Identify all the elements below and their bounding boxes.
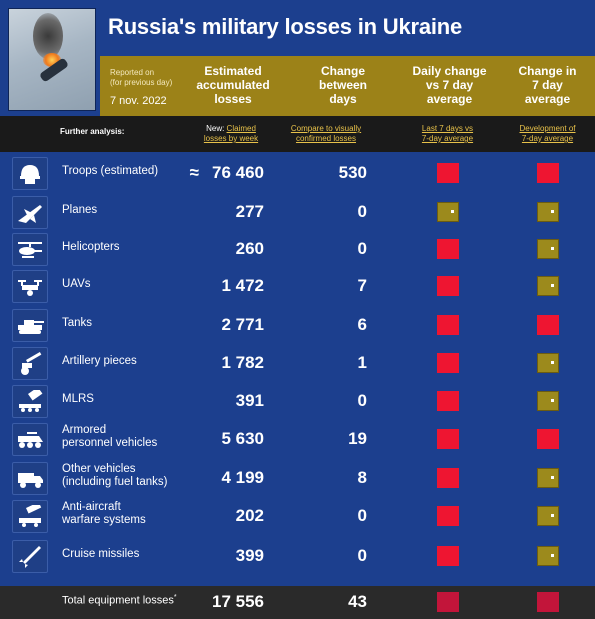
subheader-bar	[0, 116, 595, 152]
row-change: 6	[357, 315, 367, 334]
column-header-bar	[100, 56, 595, 116]
avg-change-indicator	[537, 202, 559, 222]
row-value: 76 460	[212, 163, 264, 182]
reported-on: Reported on (for previous day) 7 nov. 20…	[110, 68, 173, 107]
truck-icon	[12, 462, 48, 495]
row-change: 7	[357, 276, 367, 295]
row-label: Tanks	[62, 317, 93, 329]
total-row	[0, 586, 595, 619]
total-value: 17 556	[212, 592, 264, 611]
avg-change-indicator	[537, 468, 559, 488]
table-row: MLRS 391 0	[0, 382, 595, 419]
table-row: Cruise missiles 399 0	[0, 537, 595, 574]
page-title: Russia's military losses in Ukraine	[108, 14, 463, 39]
development-link[interactable]: Development of 7-day average	[519, 124, 576, 143]
total-avg-indicator	[537, 592, 559, 612]
total-change: 43	[348, 592, 367, 611]
row-label: Troops (estimated)	[62, 165, 159, 177]
table-row: Armored personnel vehicles 5 630 19	[0, 420, 595, 457]
row-change: 19	[348, 429, 367, 448]
avg-change-indicator	[537, 163, 559, 183]
table-row: Planes 277 0	[0, 193, 595, 230]
daily-change-indicator	[437, 546, 459, 566]
antiaircraft-icon	[12, 500, 48, 533]
row-label: Helicopters	[62, 241, 120, 253]
table-row: Helicopters 260 0	[0, 230, 595, 267]
row-label: Other vehicles (including fuel tanks)	[62, 463, 168, 488]
row-value: 4 199	[221, 468, 264, 487]
header-photo	[8, 8, 96, 111]
total-daily-indicator	[437, 592, 459, 612]
col-change: Change between days	[318, 64, 367, 106]
artillery-icon	[12, 347, 48, 380]
daily-change-indicator	[437, 353, 459, 373]
row-change: 530	[338, 163, 367, 182]
col-daily: Daily change vs 7 day average	[412, 64, 487, 106]
row-label: UAVs	[62, 278, 91, 290]
missile-icon	[12, 540, 48, 573]
helmet-icon	[12, 157, 48, 190]
row-label: Cruise missiles	[62, 548, 140, 560]
avg-change-indicator	[537, 239, 559, 259]
avg-change-indicator	[537, 506, 559, 526]
report-date: 7 nov. 2022	[110, 95, 167, 107]
plane-icon	[12, 196, 48, 229]
table-row: Artillery pieces 1 782 1	[0, 344, 595, 381]
row-label: MLRS	[62, 393, 94, 405]
row-value: 202	[235, 506, 264, 525]
avg-change-indicator	[537, 353, 559, 373]
avg-change-indicator	[537, 429, 559, 449]
row-change: 0	[357, 546, 367, 565]
approx-symbol: ≈	[189, 163, 199, 182]
last7-link[interactable]: Last 7 days vs 7-day average	[421, 124, 474, 143]
row-value: 260	[235, 239, 264, 258]
row-label: Armored personnel vehicles	[62, 424, 158, 449]
daily-change-indicator	[437, 468, 459, 488]
col-avg: Change in 7 day average	[518, 64, 577, 106]
row-label: Artillery pieces	[62, 355, 137, 367]
tank-icon	[12, 309, 48, 342]
table-row: Other vehicles (including fuel tanks) 4 19…	[0, 459, 595, 496]
row-change: 0	[357, 202, 367, 221]
claimed-losses-link[interactable]: New: Claimed losses by week	[203, 124, 259, 143]
apc-icon	[12, 423, 48, 456]
daily-change-indicator	[437, 163, 459, 183]
row-value: 277	[235, 202, 264, 221]
avg-change-indicator	[537, 391, 559, 411]
row-value: 1 472	[221, 276, 264, 295]
row-change: 8	[357, 468, 367, 487]
total-label: Total equipment losses*	[62, 594, 177, 607]
row-value: 399	[235, 546, 264, 565]
avg-change-indicator	[537, 276, 559, 296]
avg-change-indicator	[537, 315, 559, 335]
row-label: Planes	[62, 204, 98, 216]
mlrs-icon	[12, 385, 48, 418]
row-value: 391	[235, 391, 264, 410]
avg-change-indicator	[537, 546, 559, 566]
col-accumulated: Estimated accumulated losses	[196, 64, 270, 106]
daily-change-indicator	[437, 391, 459, 411]
row-label: Anti-aircraft warfare systems	[62, 501, 146, 526]
row-change: 0	[357, 391, 367, 410]
table-row: Anti-aircraft warfare systems 202 0	[0, 497, 595, 534]
row-value: 5 630	[221, 429, 264, 448]
daily-change-indicator	[437, 239, 459, 259]
compare-link[interactable]: Compare to visually confirmed losses	[290, 124, 362, 143]
drone-icon	[12, 270, 48, 303]
row-change: 0	[357, 506, 367, 525]
row-change: 0	[357, 239, 367, 258]
table-row: Tanks 2 771 6	[0, 306, 595, 343]
table-row: UAVs 1 472 7	[0, 267, 595, 304]
daily-change-indicator	[437, 429, 459, 449]
daily-change-indicator	[437, 315, 459, 335]
daily-change-indicator	[437, 506, 459, 526]
table-row: Troops (estimated) ≈76 460 530	[0, 154, 595, 191]
helicopter-icon	[12, 233, 48, 266]
daily-change-indicator	[437, 202, 459, 222]
row-change: 1	[357, 353, 367, 372]
daily-change-indicator	[437, 276, 459, 296]
further-analysis-label: Further analysis:	[60, 127, 125, 136]
row-value: 1 782	[221, 353, 264, 372]
row-value: 2 771	[221, 315, 264, 334]
